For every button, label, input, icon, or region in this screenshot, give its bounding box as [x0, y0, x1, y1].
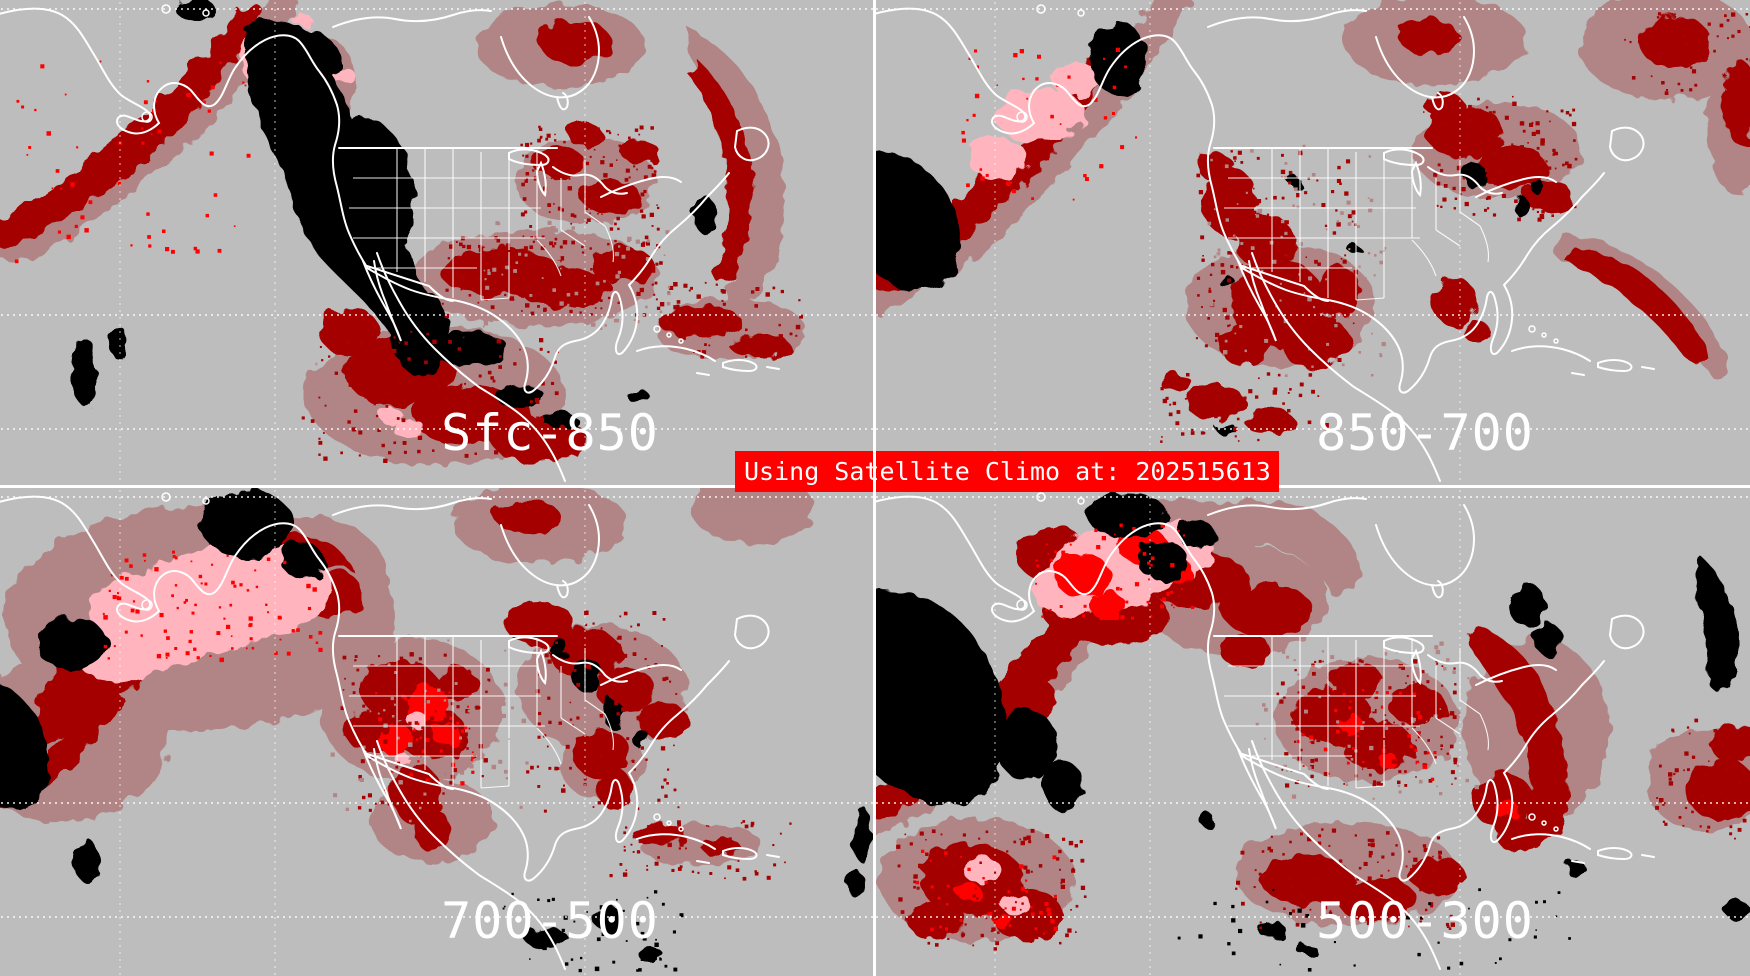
- panel-850-700: 850-700: [875, 0, 1750, 488]
- panel-500-300: 500-300: [875, 488, 1750, 976]
- status-banner-text: Using Satellite Climo at: 202515613: [744, 457, 1271, 486]
- map-500-300: [875, 488, 1750, 976]
- panel-label-500-300: 500-300: [1316, 892, 1534, 950]
- panel-label-sfc-850: Sfc-850: [441, 404, 659, 462]
- map-850-700: [875, 0, 1750, 488]
- status-banner: Using Satellite Climo at: 202515613: [735, 451, 1279, 492]
- panel-divider-vertical: [873, 0, 876, 976]
- map-sfc-850: [0, 0, 875, 488]
- panel-label-850-700: 850-700: [1316, 404, 1534, 462]
- panel-sfc-850: Sfc-850: [0, 0, 875, 488]
- map-700-500: [0, 488, 875, 976]
- panel-label-700-500: 700-500: [441, 892, 659, 950]
- panel-700-500: 700-500: [0, 488, 875, 976]
